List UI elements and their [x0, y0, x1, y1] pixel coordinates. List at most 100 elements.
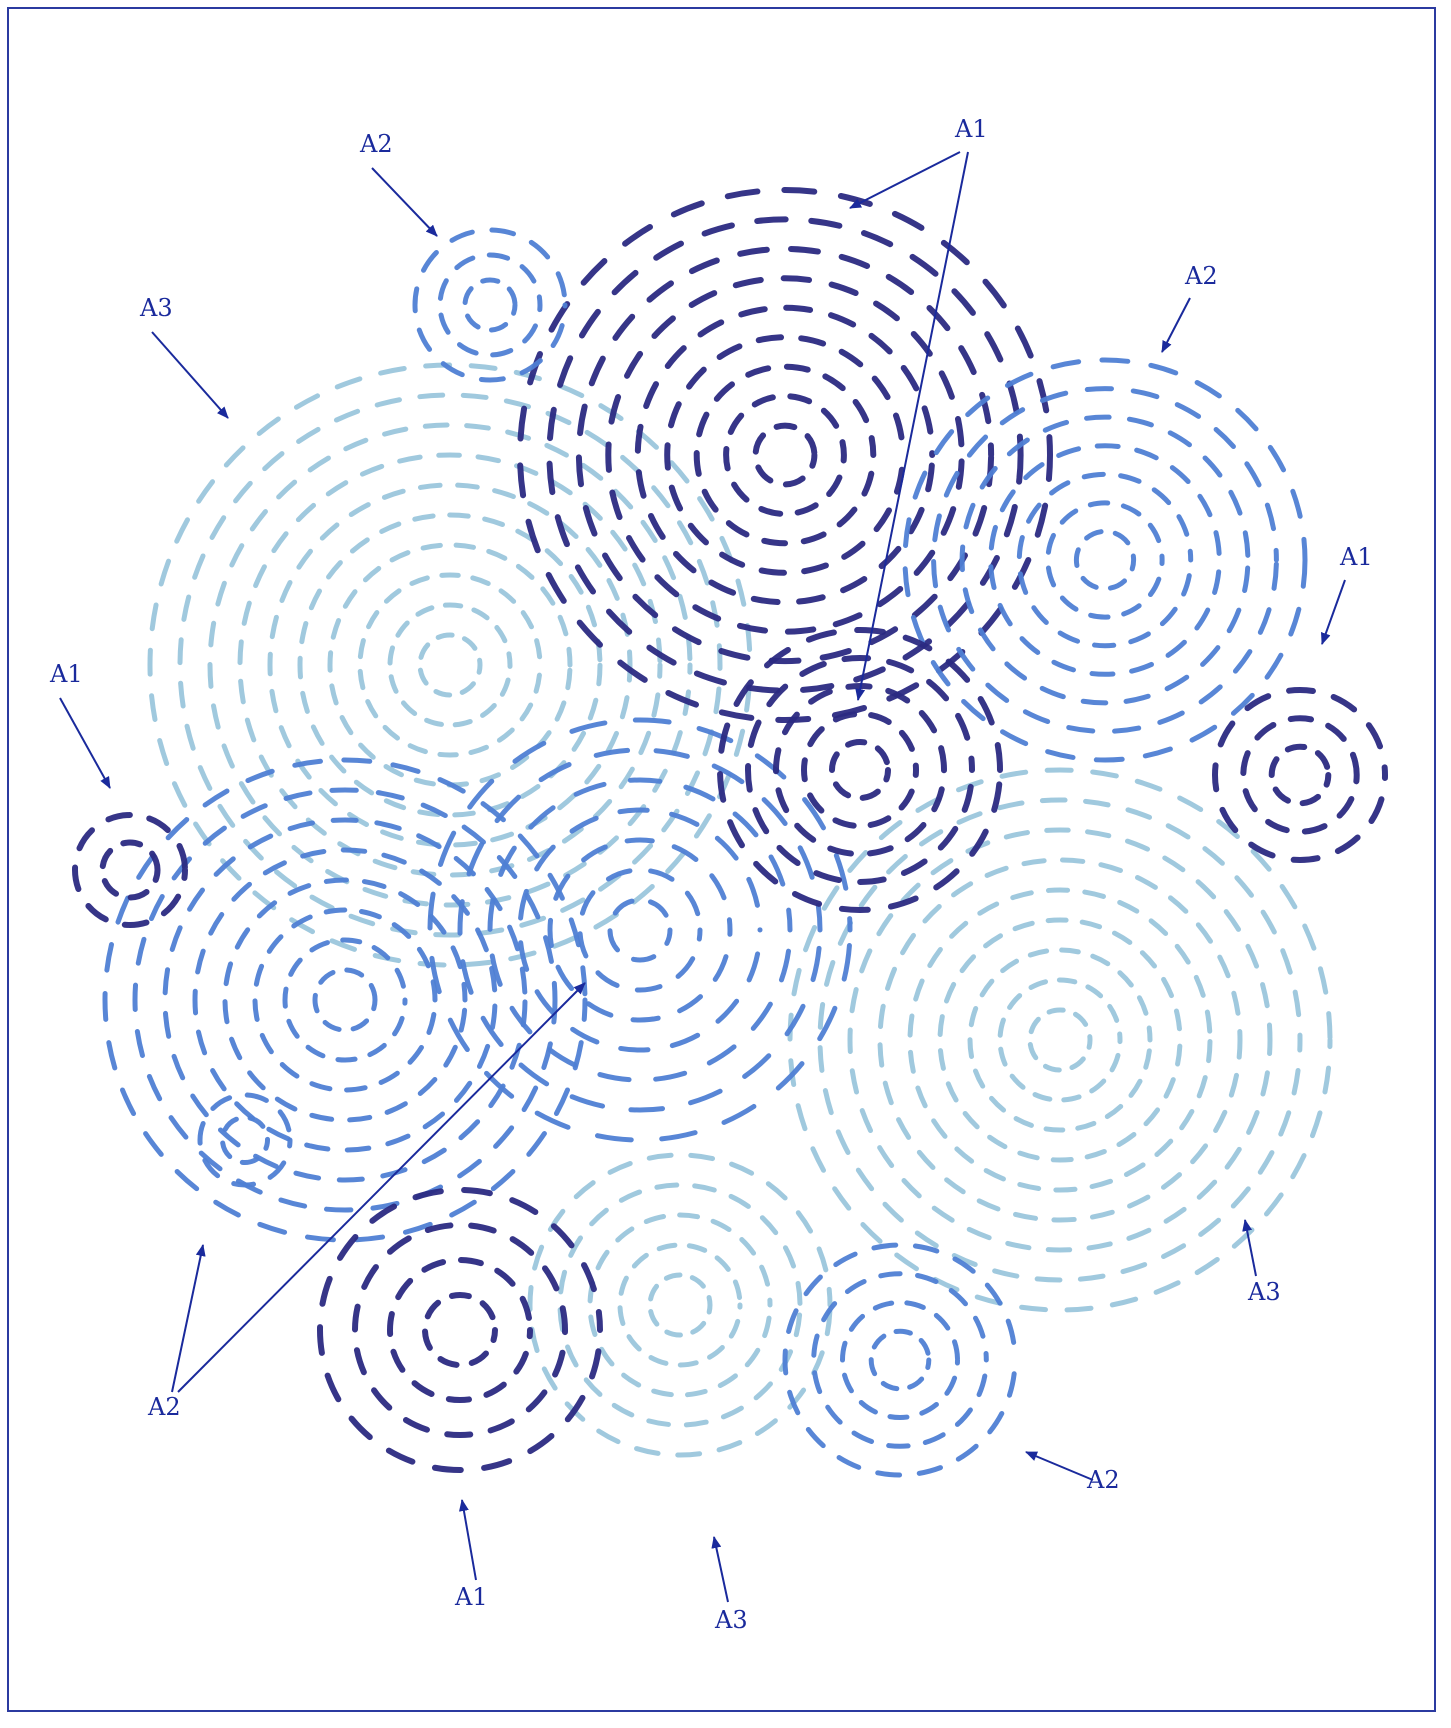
- callout-label: A2: [1184, 262, 1218, 290]
- callout-label: A2: [359, 130, 393, 158]
- callout-arrow: [1321, 579, 1346, 645]
- stitch-ring: [102, 757, 588, 1243]
- stitch-ring: [387, 1257, 533, 1403]
- stitch-ring: [237, 452, 663, 878]
- stitch-ring: [99, 839, 161, 901]
- stitch-ring: [132, 787, 558, 1213]
- stitch-ring: [634, 304, 936, 606]
- stitch-ring: [437, 252, 543, 358]
- stitch-ring: [357, 572, 543, 758]
- stitch-ring: [487, 777, 793, 1083]
- stitch-ring: [1212, 687, 1388, 863]
- callout-arrow: [171, 1244, 206, 1393]
- stitch-ring: [577, 867, 703, 993]
- callout-arrow: [1242, 1219, 1257, 1277]
- callout-arrow: [849, 151, 961, 209]
- callout-arrow: [177, 982, 586, 1393]
- stitch-ring: [177, 392, 723, 938]
- callout-arrow: [151, 331, 229, 419]
- stitch-ring: [312, 967, 378, 1033]
- callout-label: A1: [1339, 543, 1373, 571]
- stitch-ring: [427, 717, 853, 1143]
- stitch-ring: [527, 1152, 833, 1458]
- stitch-ring: [752, 422, 818, 488]
- stitch-ring: [422, 1292, 498, 1368]
- stitch-ring: [517, 807, 763, 1053]
- stitch-ring: [387, 602, 513, 728]
- callout-label: A1: [49, 660, 83, 688]
- callout-arrow: [59, 697, 111, 789]
- stitch-ring: [931, 386, 1279, 734]
- stitch-ring: [517, 187, 1053, 723]
- stitch-ring: [717, 627, 1003, 913]
- cluster-a1: [72, 812, 188, 928]
- cluster-a3: [147, 362, 753, 968]
- stitch-ring: [868, 1328, 932, 1392]
- stitch-ring: [412, 227, 568, 383]
- stitch-ring: [222, 877, 468, 1123]
- stitch-ring: [282, 937, 408, 1063]
- callout-arrow: [1025, 1451, 1094, 1481]
- stitch-ring: [462, 277, 518, 333]
- stitch-ring: [192, 847, 498, 1153]
- stitch-ring: [959, 414, 1251, 706]
- stitch-ring: [72, 812, 188, 928]
- callout-label: A2: [147, 1393, 181, 1421]
- cluster-a2: [902, 357, 1308, 763]
- stitch-ring: [587, 1212, 773, 1398]
- stitch-ring: [162, 817, 528, 1183]
- stitch-ring: [840, 1300, 960, 1420]
- stitch-ring: [937, 917, 1183, 1163]
- stitch-ring: [617, 1242, 743, 1368]
- stitch-ring: [207, 422, 693, 908]
- stitch-ring: [547, 837, 733, 1023]
- stitch-ring: [317, 1187, 603, 1473]
- stitch-ring: [967, 947, 1153, 1133]
- cluster-a2: [197, 1092, 293, 1188]
- callout-arrow: [711, 1536, 729, 1603]
- stitch-ring: [607, 897, 673, 963]
- stitch-ring: [147, 362, 753, 968]
- stitch-ring: [829, 739, 891, 801]
- cluster-a3: [787, 767, 1333, 1313]
- stitch-ring: [877, 857, 1243, 1223]
- stitch-ring: [220, 1115, 270, 1165]
- callout-arrow: [458, 1499, 477, 1581]
- cluster-a1: [317, 1187, 603, 1473]
- stitch-ring: [1073, 528, 1137, 592]
- stitch-ring: [1016, 471, 1194, 649]
- stitch-ring: [557, 1182, 803, 1428]
- cluster-a1: [717, 627, 1003, 913]
- stitch-ring: [907, 887, 1213, 1193]
- callout-label: A2: [1086, 1466, 1120, 1494]
- figure-frame: [7, 7, 1436, 1712]
- stitch-ring: [267, 482, 633, 848]
- stitch-ring: [782, 1242, 1018, 1478]
- labels-layer: A1 A2 A3 A2 A1 A1 A3 A2 A1 A3 A2: [49, 115, 1373, 1634]
- clusters-layer: [72, 187, 1388, 1478]
- stitch-ring: [252, 907, 438, 1093]
- stitch-ring: [723, 393, 847, 517]
- callout-arrow: [371, 167, 438, 237]
- arrows-layer: [59, 151, 1346, 1603]
- stitch-ring: [417, 632, 483, 698]
- stitch-ring: [1240, 715, 1360, 835]
- stitch-ring: [847, 827, 1273, 1253]
- cluster-a2: [427, 717, 853, 1143]
- stitch-ring: [197, 1092, 293, 1188]
- callout-label: A3: [1247, 1278, 1281, 1306]
- stitch-ring: [1027, 1007, 1093, 1073]
- stitch-ring: [605, 275, 965, 635]
- callout-label: A3: [714, 1606, 748, 1634]
- stitch-ring: [1268, 743, 1332, 807]
- callout-label: A1: [454, 1583, 488, 1611]
- stitch-ring: [647, 1272, 713, 1338]
- cluster-a1: [1212, 687, 1388, 863]
- stitch-ring: [693, 363, 877, 547]
- cluster-a2: [412, 227, 568, 383]
- cluster-a2: [782, 1242, 1018, 1478]
- stitch-ring: [801, 711, 919, 829]
- stitch-ring: [817, 797, 1303, 1283]
- stitch-ring: [902, 357, 1308, 763]
